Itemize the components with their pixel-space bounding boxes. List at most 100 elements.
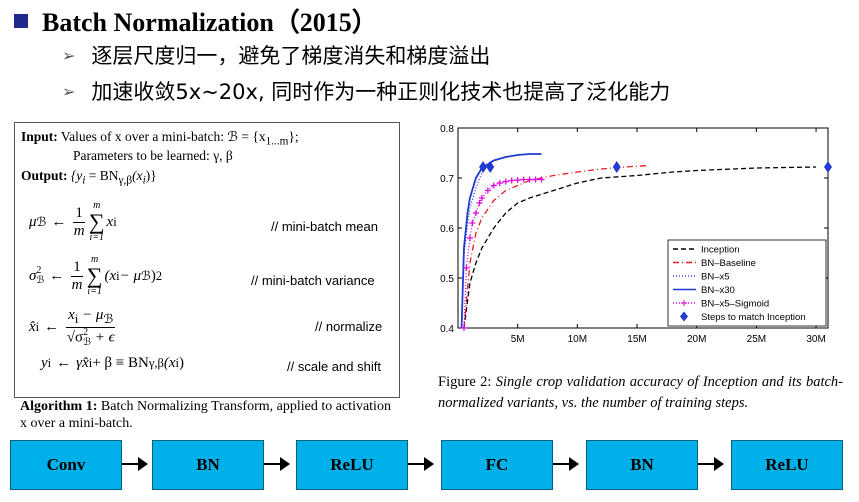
output-label: Output: xyxy=(21,168,68,183)
eq4-rhs-sub2: γ,β xyxy=(148,356,164,370)
figure-caption-label: Figure 2: xyxy=(438,374,492,390)
eq2-den: m xyxy=(71,276,83,293)
eq1-lhs-sub: ℬ xyxy=(36,215,47,229)
sigmoid-point-marker xyxy=(472,210,479,216)
eq3-num-rest-sub: ℬ xyxy=(103,312,114,326)
square-bullet-icon xyxy=(14,13,28,28)
legend-label: Steps to match Inception xyxy=(701,312,806,323)
pipeline-step-bn: BN xyxy=(152,440,264,490)
eq2-term-rest-sub: ℬ xyxy=(141,269,151,283)
eq4-arrow: ← xyxy=(56,355,72,371)
eq4-lhs: y xyxy=(41,355,48,371)
x-tick-label: 20M xyxy=(687,334,706,345)
series-line-bn-baseline xyxy=(463,164,650,329)
arrow-bullet-icon: ➢ xyxy=(62,45,76,65)
input-label: Input: xyxy=(21,129,58,144)
eq2-term-sub: i xyxy=(116,268,120,283)
equation-normalize: x̂ i ← xi − μℬ √σ 2 ℬ + ϵ xyxy=(29,307,117,348)
eq2-sum-bot: i=1 xyxy=(87,286,102,297)
sigmoid-point-marker xyxy=(526,176,533,183)
eq2-sum: m ∑ i=1 xyxy=(87,255,103,297)
pipeline-step-relu2: ReLU xyxy=(731,440,843,490)
pipeline-arrow xyxy=(264,457,290,471)
sigmoid-point-marker xyxy=(514,177,521,183)
bullet-text-1: 逐层尺度归一，避免了梯度消失和梯度溢出 xyxy=(91,44,491,68)
sigmoid-point-marker xyxy=(460,325,467,331)
sigmoid-point-marker xyxy=(502,178,509,185)
eq4-rhs-rest: + β ≡ BN xyxy=(92,355,149,371)
legend-plus-icon xyxy=(681,300,687,306)
y-tick-label: 0.4 xyxy=(440,324,454,335)
legend-label: BN–Baseline xyxy=(701,258,756,269)
legend-label: Inception xyxy=(701,245,740,256)
eq3-den: √σ 2 ℬ + ϵ xyxy=(66,327,115,348)
output-sub-gb: γ,β xyxy=(118,174,133,187)
eq2-lhs-sub: ℬ xyxy=(36,275,45,286)
validation-accuracy-chart: 5M 10M 15M 20M 25M 30M 0.4 0.5 0.6 0.7 0.8 Inceptio… xyxy=(440,124,832,345)
bullet-text-2: 加速收敛5x~20x, 同时作为一种正则化技术也提高了泛化能力 xyxy=(91,80,671,104)
pipeline-arrow xyxy=(698,457,724,471)
x-tick-label: 25M xyxy=(747,334,766,345)
sigmoid-point-marker xyxy=(476,200,483,206)
algorithm-box: Input: Values of x over a mini-batch: ℬ … xyxy=(14,122,400,398)
eq3-lhs-sub: i xyxy=(35,319,40,334)
sigmoid-point-marker xyxy=(484,187,491,194)
sigmoid-point-marker xyxy=(466,235,473,241)
sigmoid-point-marker xyxy=(532,176,539,183)
input-close: }; xyxy=(288,129,299,144)
series-line-inception xyxy=(463,166,817,329)
eq2-lhs-sup: 2 xyxy=(36,265,42,276)
pipeline-arrow xyxy=(408,457,434,471)
figure-caption-text: Single crop validation accuracy of Incep… xyxy=(438,374,843,411)
eq4-rhs: γx̂ xyxy=(76,355,89,371)
eq3-den-root: √σ xyxy=(66,329,84,346)
y-tick-label: 0.5 xyxy=(440,274,454,285)
eq1-term: x xyxy=(106,213,114,230)
eq2-term-sup: 2 xyxy=(155,268,163,283)
output-sub: i xyxy=(82,174,86,187)
x-tick-label: 15M xyxy=(627,334,646,345)
algo-input-line: Input: Values of x over a mini-batch: ℬ … xyxy=(21,129,299,148)
eq4-rhs-end2: ) xyxy=(179,355,185,371)
x-tick-label: 5M xyxy=(511,334,525,345)
eq3-comment: // normalize xyxy=(315,319,383,334)
eq1-num: 1 xyxy=(73,205,85,223)
sigmoid-point-marker xyxy=(538,176,545,183)
eq1-lhs: μ xyxy=(29,213,37,230)
output-text: {y xyxy=(70,168,83,183)
series-line-bn-x5-sigmoid xyxy=(463,178,542,329)
eq4-comment: // scale and shift xyxy=(287,359,381,374)
input-text: Values of x over a mini-batch: ℬ = {x xyxy=(60,129,266,144)
eq3-den-rest: + ϵ xyxy=(90,329,115,346)
x-tick-label: 10M xyxy=(568,334,587,345)
sigmoid-point-marker xyxy=(490,182,497,189)
pipeline-step-relu: ReLU xyxy=(296,440,408,490)
sigma-icon: ∑ xyxy=(86,263,103,288)
algo-params-line: Parameters to be learned: γ, β xyxy=(73,148,233,163)
pipeline-step-conv: Conv xyxy=(10,440,122,490)
algorithm-caption-text: Batch Normalizing Transform, applied to … xyxy=(20,399,391,431)
sigmoid-point-marker xyxy=(463,265,470,271)
sigmoid-point-marker xyxy=(478,195,485,201)
match-inception-marker xyxy=(824,161,832,173)
eq2-arrow: ← xyxy=(49,267,65,284)
figure-caption: Figure 2: Single crop validation accurac… xyxy=(438,372,843,414)
eq2-term-rest: − μ xyxy=(119,267,142,284)
eq1-sum-bot: i=1 xyxy=(89,232,104,243)
match-inception-marker xyxy=(612,161,621,173)
slide-title: Batch Normalization（2015） xyxy=(42,8,378,37)
input-sub: 1...m xyxy=(265,135,289,148)
eq1-comment: // mini-batch mean xyxy=(271,219,378,234)
legend-diamond-icon xyxy=(680,311,688,322)
legend-label: BN–x5–Sigmoid xyxy=(701,299,769,310)
eq4-rhs-sub: i xyxy=(88,356,93,370)
pipeline-step-fc: FC xyxy=(441,440,553,490)
eq3-fraction: xi − μℬ √σ 2 ℬ + ϵ xyxy=(66,307,116,348)
eq3-num-rest: − μ xyxy=(78,307,104,323)
eq3-lhs: x̂ xyxy=(29,318,36,335)
output-rest: = BN xyxy=(85,168,119,183)
